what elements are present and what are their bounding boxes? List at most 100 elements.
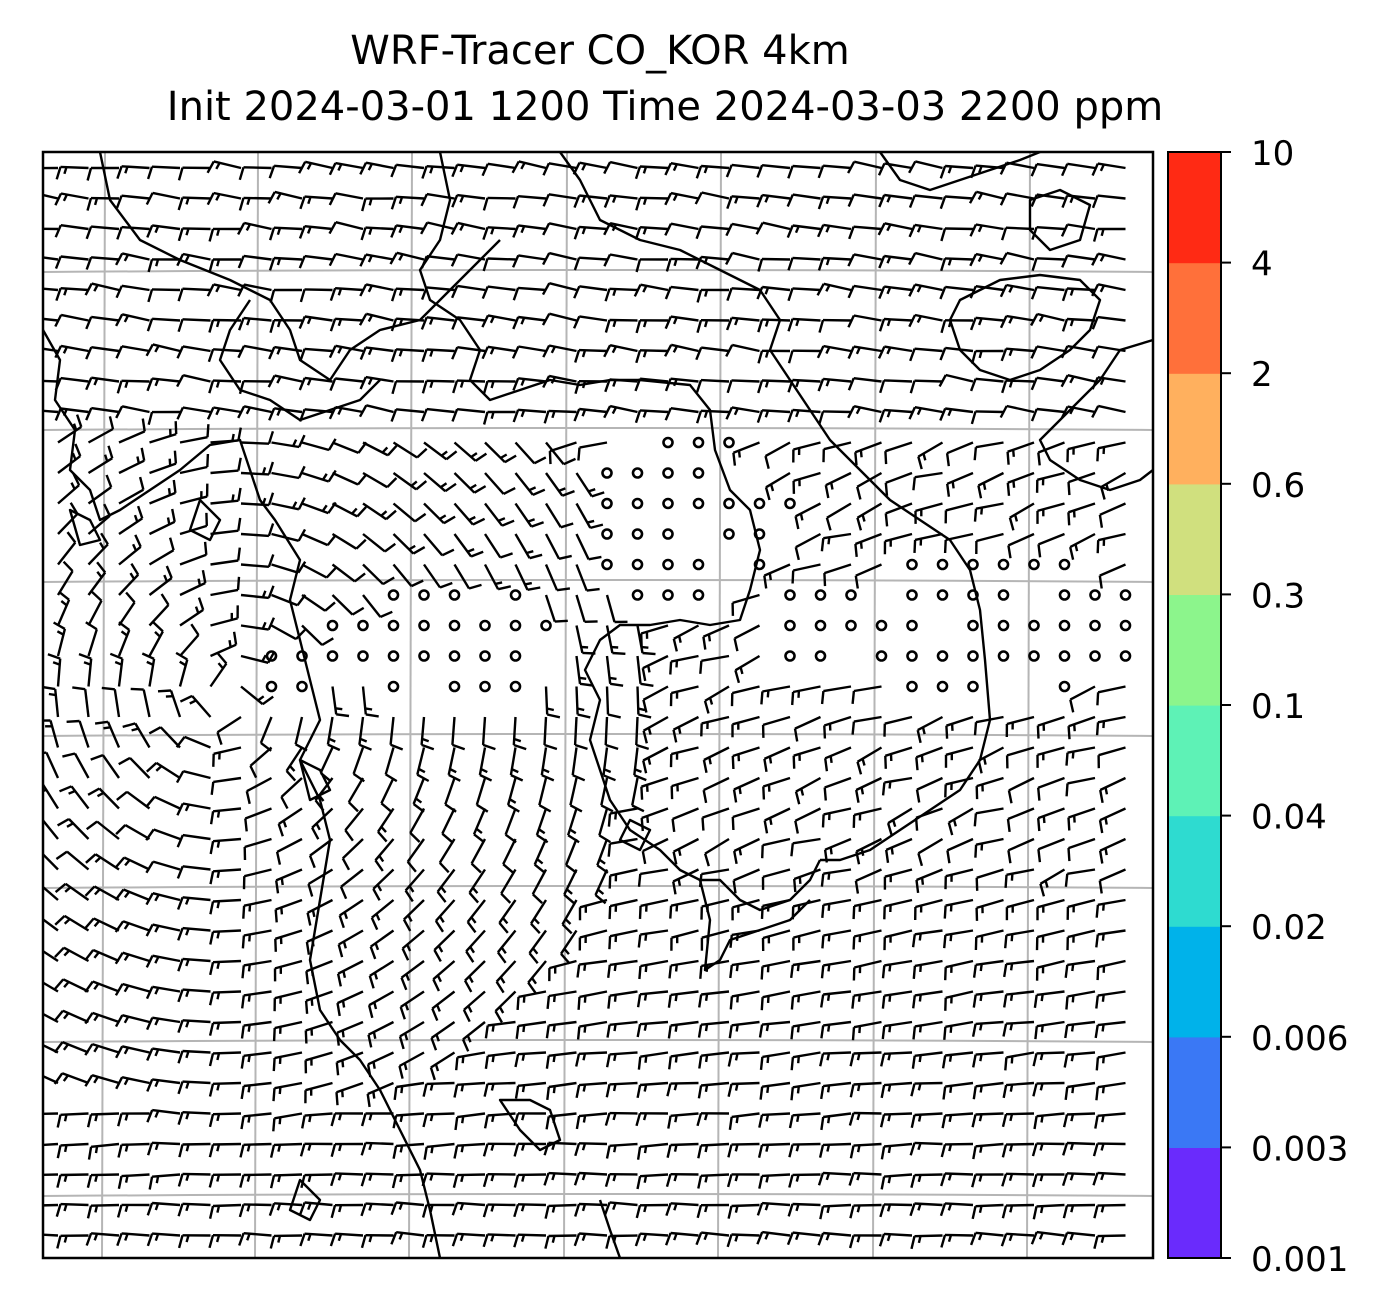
- barb-flag: [696, 1204, 703, 1219]
- barb-flag: [34, 1074, 38, 1079]
- barb-flag: [85, 853, 97, 864]
- barb-flag: [249, 765, 258, 779]
- barb-shaft: [853, 1142, 882, 1147]
- barb-flag: [795, 1203, 800, 1212]
- barb-shaft: [334, 1172, 364, 1176]
- barb-flag: [26, 410, 30, 422]
- barb-flag: [881, 1025, 886, 1040]
- barb-shaft: [609, 1081, 638, 1086]
- barb-flag: [1102, 903, 1105, 911]
- barb-shaft: [87, 457, 113, 475]
- barb-shaft: [975, 252, 1004, 261]
- barb-flag: [421, 1173, 428, 1187]
- barb-flag: [826, 1144, 831, 1152]
- barb-flag: [306, 378, 312, 386]
- barb-flag: [940, 1234, 947, 1248]
- barb-flag: [642, 1233, 648, 1242]
- barb-flag: [796, 1114, 800, 1123]
- barb-flag: [177, 1050, 184, 1064]
- barb-flag: [975, 877, 979, 891]
- barb-flag: [847, 253, 856, 267]
- barb-shaft: [540, 747, 548, 776]
- colorbar-segment: [1168, 373, 1221, 485]
- calm-marker: [1028, 650, 1040, 662]
- barb-flag: [451, 194, 459, 208]
- barb-flag: [703, 410, 709, 419]
- calm-marker: [418, 650, 430, 662]
- barb-flag: [729, 934, 733, 948]
- barb-shaft: [884, 898, 913, 908]
- barb-shaft: [761, 164, 791, 170]
- barb-shaft: [671, 776, 699, 788]
- barb-flag: [848, 226, 855, 240]
- calm-marker: [662, 528, 674, 540]
- barb-shaft: [43, 852, 59, 871]
- barb-flag: [1009, 963, 1014, 971]
- barb-flag: [176, 865, 184, 879]
- barb-shaft: [339, 899, 364, 917]
- barb-shaft: [243, 1203, 272, 1207]
- barb-flag: [673, 258, 678, 267]
- barb-flag: [917, 1142, 922, 1151]
- barb-flag: [217, 662, 224, 670]
- barb-shaft: [1036, 257, 1065, 261]
- barb-shaft: [179, 634, 200, 657]
- barb-flag: [526, 550, 534, 555]
- barb-flag: [34, 1114, 36, 1121]
- barb-flag: [1007, 545, 1012, 559]
- barb-flag: [267, 461, 275, 475]
- barb-shaft: [273, 256, 303, 261]
- barb-flag: [855, 406, 862, 415]
- barb-shaft: [636, 655, 642, 684]
- barb-flag: [66, 719, 80, 723]
- barb-shaft: [1037, 502, 1065, 513]
- barb-shaft: [514, 441, 536, 465]
- barb-shaft: [792, 1142, 821, 1146]
- barb-shaft: [1066, 1112, 1096, 1116]
- barb-flag: [1064, 964, 1069, 978]
- barb-flag: [788, 1115, 794, 1129]
- barb-flag: [573, 257, 581, 271]
- barb-flag: [479, 773, 493, 782]
- barb-flag: [939, 1203, 947, 1217]
- barb-shaft: [61, 1072, 89, 1085]
- barb-flag: [392, 1115, 398, 1129]
- barb-flag: [699, 965, 703, 979]
- barb-flag: [977, 485, 983, 499]
- barb-flag: [185, 1050, 190, 1059]
- barb-shaft: [885, 441, 913, 453]
- barb-shaft: [305, 1051, 333, 1062]
- barb-flag: [185, 1081, 190, 1089]
- barb-flag: [1069, 1232, 1075, 1241]
- barb-flag: [513, 743, 527, 751]
- barb-shaft: [179, 436, 208, 444]
- barb-shaft: [945, 373, 974, 383]
- barb-shaft: [487, 1233, 516, 1237]
- barb-flag: [573, 1233, 581, 1247]
- barb-flag: [237, 284, 246, 297]
- barb-flag: [1064, 873, 1069, 887]
- barb-shaft: [853, 990, 882, 997]
- barb-shaft: [406, 838, 425, 863]
- barb-shaft: [212, 318, 242, 322]
- barb-flag: [1037, 452, 1041, 466]
- barb-shaft: [1097, 898, 1126, 906]
- barb-flag: [916, 285, 922, 293]
- barb-shaft: [596, 838, 609, 866]
- barb-shaft: [915, 746, 943, 759]
- barb-flag: [27, 229, 31, 242]
- barb-shaft: [792, 990, 821, 998]
- barb-flag: [669, 905, 673, 919]
- barb-flag: [422, 1083, 428, 1097]
- barb-flag: [63, 166, 68, 175]
- barb-shaft: [280, 777, 303, 798]
- barb-flag: [421, 349, 428, 363]
- barb-flag: [545, 1116, 550, 1130]
- barb-shaft: [212, 1142, 242, 1146]
- barb-shaft: [87, 571, 107, 596]
- barb-flag: [379, 610, 393, 619]
- barb-shaft: [438, 838, 456, 864]
- barb-shaft: [793, 868, 821, 881]
- barb-flag: [177, 1173, 184, 1187]
- barb-flag: [637, 873, 642, 887]
